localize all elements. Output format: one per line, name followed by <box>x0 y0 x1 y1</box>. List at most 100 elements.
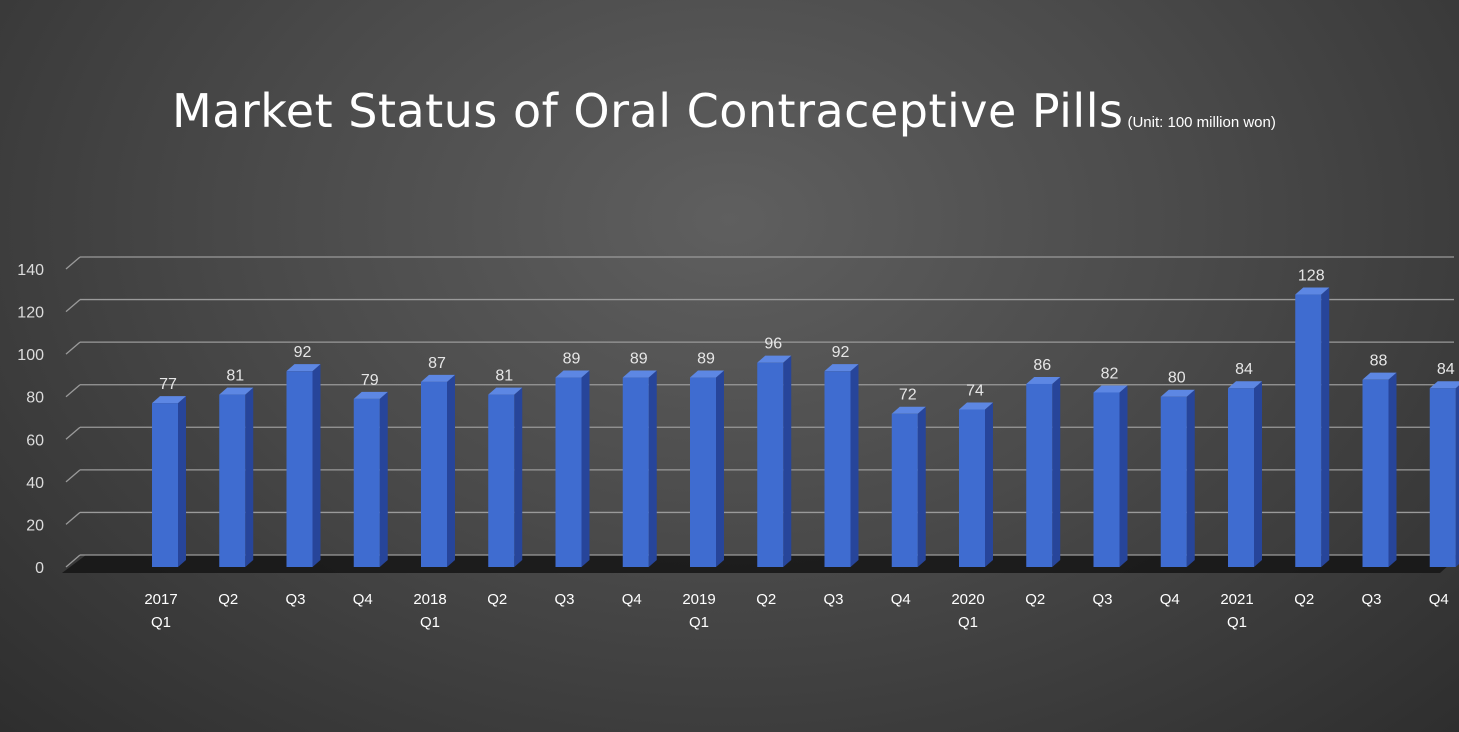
x-tick-label: Q4 <box>891 591 911 608</box>
data-label: 81 <box>226 368 244 385</box>
bar <box>690 370 724 567</box>
bar <box>1026 376 1061 567</box>
bar-top <box>1429 381 1459 389</box>
x-tick-label: Q2 <box>756 591 776 608</box>
x-tick-label: Q3 <box>1361 591 1381 608</box>
x-tick-label: Q2 <box>487 591 507 608</box>
bar-side <box>1254 381 1262 567</box>
x-tick-label: Q4 <box>353 591 373 608</box>
x-tick-label: Q4 <box>1160 591 1180 608</box>
data-label: 74 <box>966 382 984 399</box>
data-label: 72 <box>899 387 917 404</box>
bar-side <box>783 355 792 567</box>
bar-side <box>1455 385 1459 567</box>
data-label: 89 <box>630 351 648 368</box>
bar-top <box>622 370 657 378</box>
x-tick-label: Q2 <box>1025 591 1045 608</box>
bar-top <box>1295 287 1330 295</box>
x-tick-label: Q3 <box>285 591 305 608</box>
y-tick-label: 0 <box>35 560 44 577</box>
bar-side <box>312 364 321 567</box>
bar-side <box>1186 389 1195 567</box>
bar-top <box>152 396 186 404</box>
bar <box>1093 385 1128 567</box>
bar <box>555 370 590 567</box>
y-tick-label: 20 <box>26 517 44 534</box>
bar <box>1429 381 1459 567</box>
gridline-depth <box>65 384 81 398</box>
gridline-depth <box>65 426 81 440</box>
bar-side <box>985 402 993 567</box>
bar-front <box>757 362 784 567</box>
title-block: Market Status of Oral Contraceptive Pill… <box>172 84 1276 138</box>
y-tick-label: 140 <box>17 262 44 279</box>
bar-front <box>1026 383 1053 567</box>
bar-front <box>152 403 178 567</box>
bar-top <box>959 402 993 410</box>
bar-front <box>286 371 313 567</box>
bar <box>959 402 993 567</box>
x-tick-label: Q3 <box>823 591 843 608</box>
bar-front <box>1160 396 1187 567</box>
data-label: 80 <box>1168 370 1186 387</box>
bar-side <box>1119 385 1128 567</box>
bar <box>152 396 186 567</box>
data-label: 128 <box>1298 268 1325 285</box>
gridline-depth <box>65 511 81 525</box>
gridline-depth <box>65 469 81 483</box>
bar-side <box>716 370 724 567</box>
bar-front <box>824 371 851 567</box>
bar-side <box>447 374 455 567</box>
x-tick-label: Q4 <box>622 591 642 608</box>
bar <box>622 370 657 567</box>
data-label: 84 <box>1437 361 1455 378</box>
bar-front <box>488 394 515 567</box>
bar-front <box>1295 294 1322 567</box>
data-label: 87 <box>428 355 446 372</box>
x-tick-label: 2018 <box>413 591 446 608</box>
bar <box>488 387 523 567</box>
bar-top <box>690 370 724 378</box>
x-tick-label: 2020 <box>951 591 984 608</box>
data-label: 88 <box>1370 353 1388 370</box>
bar-top <box>1160 389 1195 397</box>
bar-front <box>690 377 716 567</box>
bar-top <box>757 355 792 363</box>
bar-top <box>1093 385 1128 393</box>
bar <box>1295 287 1330 567</box>
bar <box>286 364 321 567</box>
gridline-depth <box>65 256 81 270</box>
data-label: 89 <box>697 351 715 368</box>
bar-front <box>959 409 985 567</box>
x-tick-label: Q1 <box>1227 614 1247 631</box>
x-tick-label: Q1 <box>420 614 440 631</box>
bar-side <box>581 370 590 567</box>
x-tick-label: Q3 <box>1092 591 1112 608</box>
bar-top <box>488 387 523 395</box>
bar <box>1362 372 1397 567</box>
bar-top <box>891 406 926 414</box>
bar <box>1228 381 1262 567</box>
data-label: 79 <box>361 372 379 389</box>
bar-top <box>421 374 455 382</box>
bar <box>421 374 455 567</box>
x-tick-label: Q2 <box>218 591 238 608</box>
chart-title: Market Status of Oral Contraceptive Pill… <box>172 84 1124 138</box>
x-tick-label: Q1 <box>689 614 709 631</box>
bar <box>824 364 859 567</box>
bar-front <box>891 413 918 567</box>
bar-top <box>353 391 388 399</box>
gridline-depth <box>65 299 81 313</box>
bar-side <box>1321 287 1330 567</box>
x-tick-label: Q1 <box>151 614 171 631</box>
bar <box>1160 389 1195 567</box>
data-label: 86 <box>1033 357 1051 374</box>
x-tick-label: 2017 <box>144 591 177 608</box>
bar-top <box>1026 376 1061 384</box>
gridline-depth <box>65 554 81 568</box>
bar-top <box>286 364 321 372</box>
bar-front <box>1362 379 1389 567</box>
data-label: 81 <box>495 368 513 385</box>
bar-side <box>648 370 657 567</box>
bar-side <box>245 387 254 567</box>
